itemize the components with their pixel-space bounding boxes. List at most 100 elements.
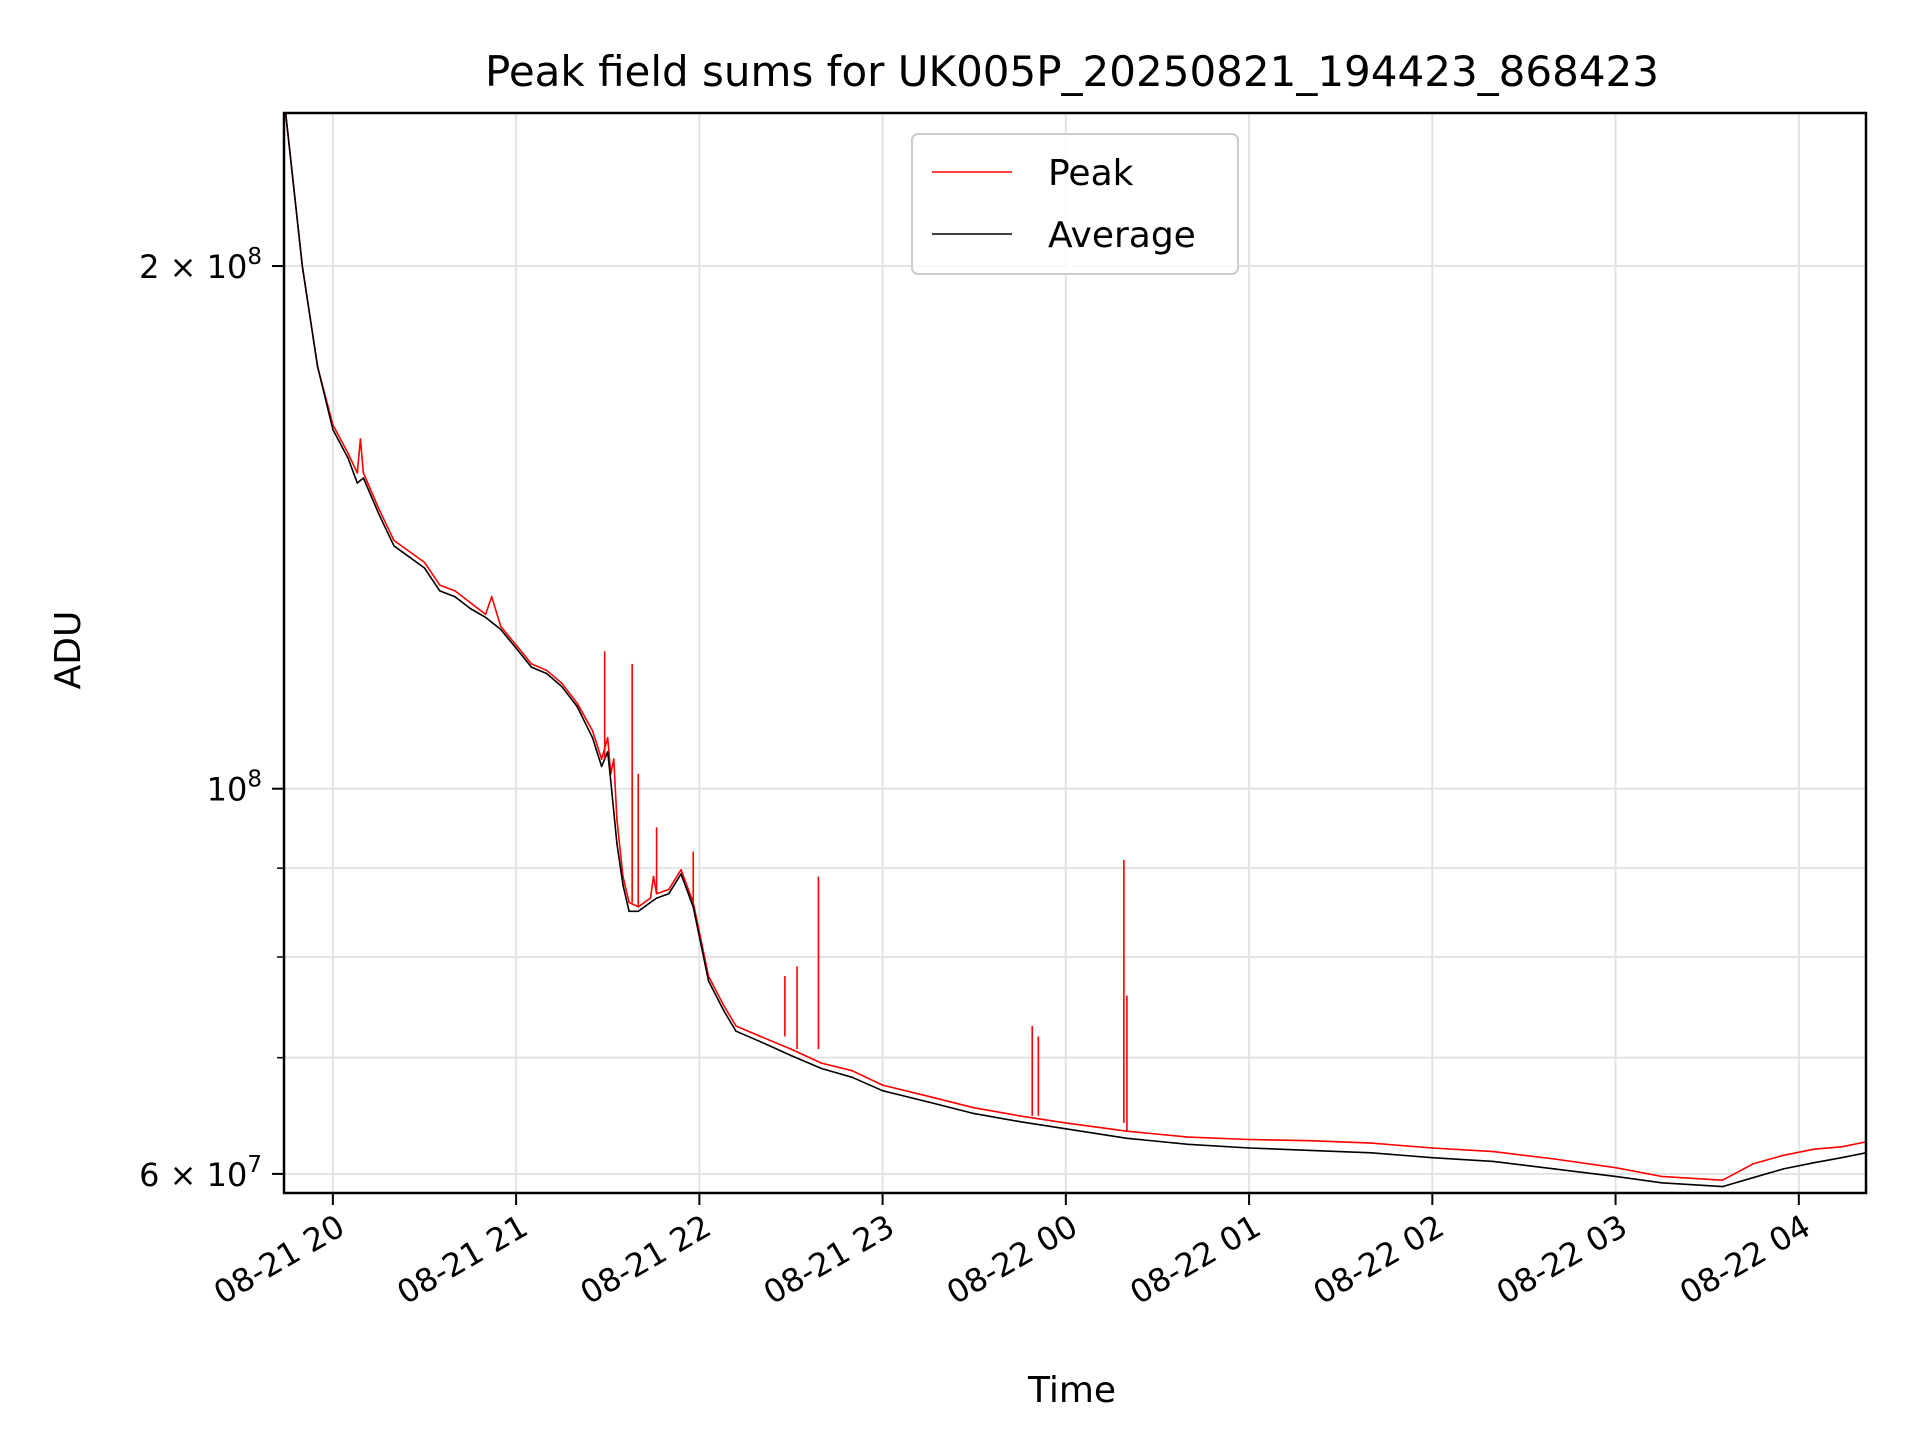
- data-point-peak: [393, 539, 395, 542]
- data-point-peak: [1660, 1175, 1663, 1178]
- data-point-average: [561, 685, 563, 688]
- data-point-average: [515, 647, 517, 649]
- data-point-average: [820, 1067, 823, 1070]
- data-point-peak: [668, 888, 670, 891]
- data-point-peak: [1492, 1150, 1495, 1153]
- data-point-average: [637, 910, 640, 913]
- data-point-peak: [1752, 1163, 1754, 1165]
- data-point-peak: [927, 1095, 930, 1098]
- data-point-peak: [1721, 1179, 1724, 1182]
- data-point-average: [377, 512, 380, 515]
- data-point-average: [545, 672, 548, 675]
- data-point-average: [628, 910, 630, 913]
- data-point-average: [680, 873, 682, 875]
- data-point-average: [735, 1030, 737, 1033]
- data-point-average: [600, 765, 603, 768]
- data-point-average: [606, 751, 609, 753]
- data-point-average: [362, 477, 365, 479]
- data-point-average: [1126, 1137, 1128, 1140]
- data-point-average: [1813, 1161, 1815, 1164]
- data-point-average: [500, 628, 502, 631]
- data-point-average: [484, 616, 487, 619]
- data-point-peak: [423, 561, 426, 564]
- data-point-average: [722, 1009, 725, 1012]
- data-point-peak: [1370, 1142, 1373, 1144]
- data-point-peak: [377, 507, 380, 510]
- data-point-average: [1309, 1149, 1311, 1152]
- data-point-average: [609, 780, 612, 783]
- data-point-average: [1660, 1181, 1663, 1184]
- data-point-average: [393, 545, 395, 547]
- data-point-peak: [515, 644, 517, 646]
- data-point-peak: [1431, 1147, 1434, 1149]
- data-point-average: [1840, 1156, 1843, 1159]
- data-point-average: [423, 567, 426, 569]
- data-point-peak: [356, 472, 359, 474]
- data-point-peak: [759, 1035, 762, 1038]
- data-point-peak: [1309, 1139, 1311, 1142]
- data-point-peak: [851, 1069, 853, 1072]
- data-point-average: [851, 1076, 853, 1079]
- data-point-average: [438, 590, 441, 592]
- data-point-average: [347, 457, 349, 460]
- data-point-peak: [649, 897, 652, 899]
- data-point-average: [1065, 1127, 1067, 1130]
- data-point-average: [469, 607, 472, 610]
- legend-label-peak: Peak: [1048, 153, 1134, 194]
- data-point-peak: [722, 1004, 725, 1007]
- data-point-average: [1431, 1156, 1434, 1159]
- data-point-peak: [613, 758, 615, 760]
- data-point-peak: [530, 663, 533, 665]
- data-point-peak: [881, 1084, 884, 1086]
- data-point-peak: [347, 452, 349, 455]
- data-point-average: [1187, 1143, 1189, 1146]
- data-point-average: [1782, 1168, 1785, 1170]
- data-point-average: [622, 884, 624, 886]
- data-point-peak: [1065, 1122, 1067, 1124]
- y-axis-label: ADU: [48, 611, 89, 690]
- data-point-peak: [790, 1048, 792, 1050]
- data-point-peak: [591, 729, 594, 732]
- data-point-average: [649, 901, 652, 904]
- data-point-peak: [362, 472, 365, 474]
- data-point-average: [1721, 1185, 1724, 1188]
- data-point-peak: [576, 702, 578, 705]
- data-point-average: [973, 1112, 976, 1115]
- data-point-peak: [1614, 1166, 1617, 1169]
- data-point-peak: [1553, 1158, 1556, 1160]
- data-point-average: [1492, 1160, 1495, 1163]
- data-point-peak: [1840, 1145, 1843, 1148]
- data-point-average: [927, 1101, 930, 1103]
- y-tick-label: 108: [207, 767, 262, 809]
- data-point-average: [1752, 1176, 1754, 1179]
- data-point-average: [692, 906, 695, 908]
- data-point-peak: [616, 818, 618, 821]
- data-point-average: [301, 265, 304, 267]
- data-point-peak: [454, 590, 456, 592]
- data-point-average: [1019, 1120, 1021, 1123]
- data-point-peak: [490, 595, 493, 598]
- data-point-average: [530, 666, 533, 668]
- data-point-peak: [680, 869, 682, 871]
- data-point-peak: [484, 613, 487, 616]
- data-point-peak: [652, 875, 655, 878]
- data-point-peak: [735, 1025, 737, 1027]
- data-point-average: [356, 482, 359, 484]
- data-point-peak: [820, 1062, 823, 1064]
- y-tick-label: 2 × 108: [139, 244, 262, 286]
- data-point-average: [1248, 1147, 1250, 1149]
- data-point-average: [332, 428, 334, 431]
- data-point-peak: [561, 682, 563, 685]
- axes-frame: [282, 111, 1868, 1195]
- data-point-peak: [545, 669, 548, 672]
- data-point-average: [881, 1089, 884, 1092]
- data-point-peak: [1248, 1138, 1250, 1141]
- data-point-average: [655, 897, 658, 899]
- x-axis-label: Time: [1027, 1370, 1116, 1411]
- data-point-average: [1553, 1168, 1556, 1170]
- data-point-peak: [628, 901, 630, 904]
- data-point-average: [759, 1040, 762, 1043]
- data-point-peak: [500, 625, 502, 628]
- data-point-average: [790, 1054, 792, 1057]
